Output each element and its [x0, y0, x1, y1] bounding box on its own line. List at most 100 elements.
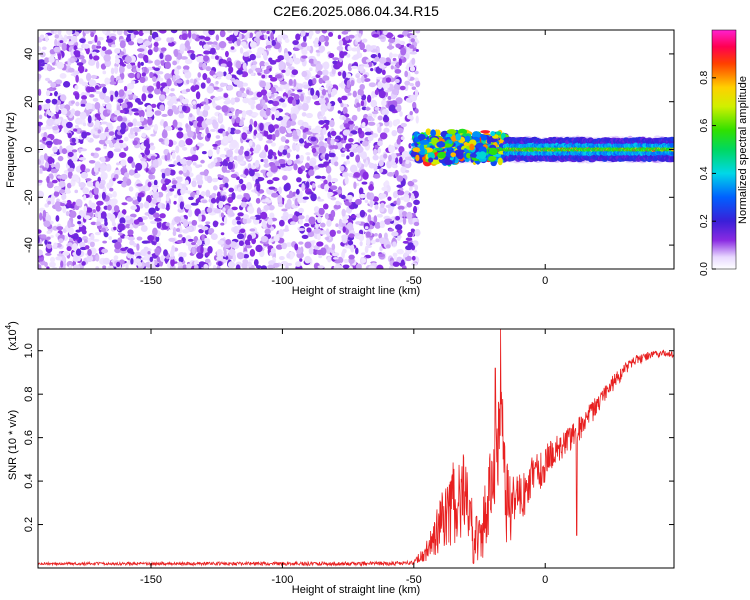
- spectrogram-noise-cell: [94, 102, 101, 110]
- spectrogram-noise-cell: [361, 252, 366, 256]
- spectrogram-noise-cell: [67, 219, 72, 229]
- spectrogram-noise-cell: [378, 159, 384, 167]
- spectrogram-noise-cell: [249, 216, 257, 220]
- spectrogram-noise-cell: [176, 239, 184, 244]
- spectrogram-noise-cell: [404, 190, 410, 195]
- spectrogram-noise-cell: [90, 152, 95, 157]
- spectrogram-noise-cell: [305, 142, 313, 147]
- spectrogram-noise-cell: [201, 226, 209, 231]
- spectrogram-noise-cell: [83, 194, 87, 201]
- spectrogram-noise-cell: [104, 221, 108, 227]
- spectrogram-noise-cell: [361, 140, 369, 147]
- spectrogram-noise-cell: [84, 168, 91, 173]
- spectrogram-noise-cell: [328, 213, 332, 218]
- spectrogram-noise-cell: [139, 76, 146, 84]
- spectrogram-noise-cell: [217, 95, 223, 100]
- spectrogram-noise-cell: [44, 261, 48, 267]
- spectrogram-noise-cell: [214, 55, 219, 60]
- spectrogram-noise-cell: [213, 74, 217, 79]
- spectrogram-noise-cell: [353, 172, 361, 178]
- spectrogram-noise-cell: [247, 234, 253, 242]
- spectrogram-noise-cell: [240, 183, 247, 191]
- spectrogram-noise-cell: [365, 107, 371, 111]
- spectrogram-noise-cell: [46, 118, 54, 127]
- spectrogram-noise-cell: [297, 83, 304, 89]
- spectrogram-noise-cell: [391, 164, 398, 169]
- spectrogram-noise-cell: [259, 122, 264, 132]
- spectrogram-noise-cell: [236, 194, 244, 200]
- spectrogram-noise-cell: [49, 256, 56, 263]
- spectrogram-noise-cell: [236, 233, 245, 240]
- spectrogram-noise-cell: [171, 152, 176, 160]
- spectrogram-noise-cell: [91, 44, 96, 51]
- spectrogram-noise-cell: [164, 54, 172, 62]
- spectrogram-noise-cell: [355, 247, 359, 255]
- spectrogram-noise-cell: [290, 221, 296, 226]
- spectrogram-noise-cell: [240, 201, 247, 208]
- spectrogram-noise-cell: [66, 260, 74, 268]
- spectrogram-noise-cell: [317, 198, 325, 202]
- spectrogram-noise-cell: [399, 111, 403, 117]
- spectrogram-noise-cell: [311, 147, 317, 154]
- spectrogram-noise-cell: [374, 144, 379, 149]
- spectrogram-noise-cell: [322, 203, 329, 210]
- spectrogram-noise-cell: [119, 40, 126, 49]
- spectrogram-noise-cell: [101, 103, 106, 107]
- spectrogram-noise-cell: [240, 174, 247, 178]
- spectrogram-noise-cell: [366, 94, 372, 103]
- spectrogram-noise-cell: [335, 200, 341, 206]
- spectrogram-noise-cell: [260, 169, 267, 174]
- spectrogram-noise-cell: [351, 114, 358, 121]
- spectrogram-noise-cell: [233, 30, 239, 36]
- spectrogram-noise-cell: [149, 190, 154, 196]
- spectrogram-noise-cell: [198, 213, 202, 222]
- spectrogram-noise-cell: [255, 244, 263, 253]
- spectrogram-noise-cell: [249, 32, 253, 38]
- spectrogram-noise-cell: [383, 153, 388, 159]
- spectrogram-noise-cell: [301, 49, 308, 55]
- spectrogram-noise-cell: [396, 197, 401, 206]
- spectrogram-noise-cell: [160, 94, 166, 100]
- spectrogram-noise-cell: [133, 242, 138, 248]
- spectrogram-noise-cell: [330, 196, 337, 201]
- spectrogram-noise-cell: [392, 119, 398, 127]
- spectrogram-noise-cell: [113, 110, 121, 116]
- spectrogram-noise-cell: [114, 247, 122, 254]
- spectrogram-noise-cell: [327, 174, 332, 183]
- spectrogram-noise-cell: [263, 130, 269, 137]
- spectrogram-noise-cell: [154, 110, 162, 116]
- spectrogram-noise-cell: [125, 36, 132, 43]
- spectrogram-noise-cell: [62, 80, 71, 88]
- spectrogram-noise-cell: [259, 151, 267, 159]
- spectrogram-noise-cell: [249, 118, 254, 126]
- spectrogram-noise-cell: [369, 183, 374, 190]
- spectrogram-noise-cell: [256, 184, 261, 192]
- spectrogram-noise-cell: [47, 112, 55, 117]
- spectrogram-noise-cell: [78, 148, 82, 154]
- spectrogram-noise-cell: [245, 218, 252, 224]
- spectrogram-noise-cell: [285, 242, 293, 247]
- spectrogram-noise-cell: [215, 80, 219, 85]
- spectrogram-noise-cell: [305, 152, 311, 156]
- spectrogram-noise-cell: [133, 172, 141, 179]
- spectrogram-noise-cell: [223, 71, 227, 77]
- spectrogram-noise-cell: [361, 181, 368, 185]
- spectrogram-noise-cell: [61, 193, 67, 200]
- spectrogram-noise-cell: [271, 39, 276, 47]
- spectrogram-noise-cell: [60, 173, 68, 180]
- spectrogram-noise-cell: [374, 221, 381, 229]
- spectrogram-noise-cell: [255, 67, 262, 72]
- spectrogram-noise-cell: [412, 205, 418, 214]
- spectrogram-noise-cell: [153, 45, 159, 53]
- spectrogram-noise-cell: [138, 154, 143, 159]
- spectrogram-noise-cell: [149, 142, 154, 146]
- spectrogram-noise-cell: [231, 117, 235, 124]
- spectrogram-noise-cell: [146, 85, 155, 92]
- figure-title: C2E6.2025.086.04.34.R15: [273, 3, 439, 19]
- spectrogram-noise-cell: [188, 243, 192, 251]
- spectrogram-noise-cell: [287, 148, 291, 153]
- spectrogram-noise-cell: [284, 139, 290, 144]
- spectrogram-noise-cell: [407, 242, 414, 248]
- spectrogram-noise-cell: [268, 124, 275, 131]
- spectrogram-noise-cell: [316, 249, 324, 256]
